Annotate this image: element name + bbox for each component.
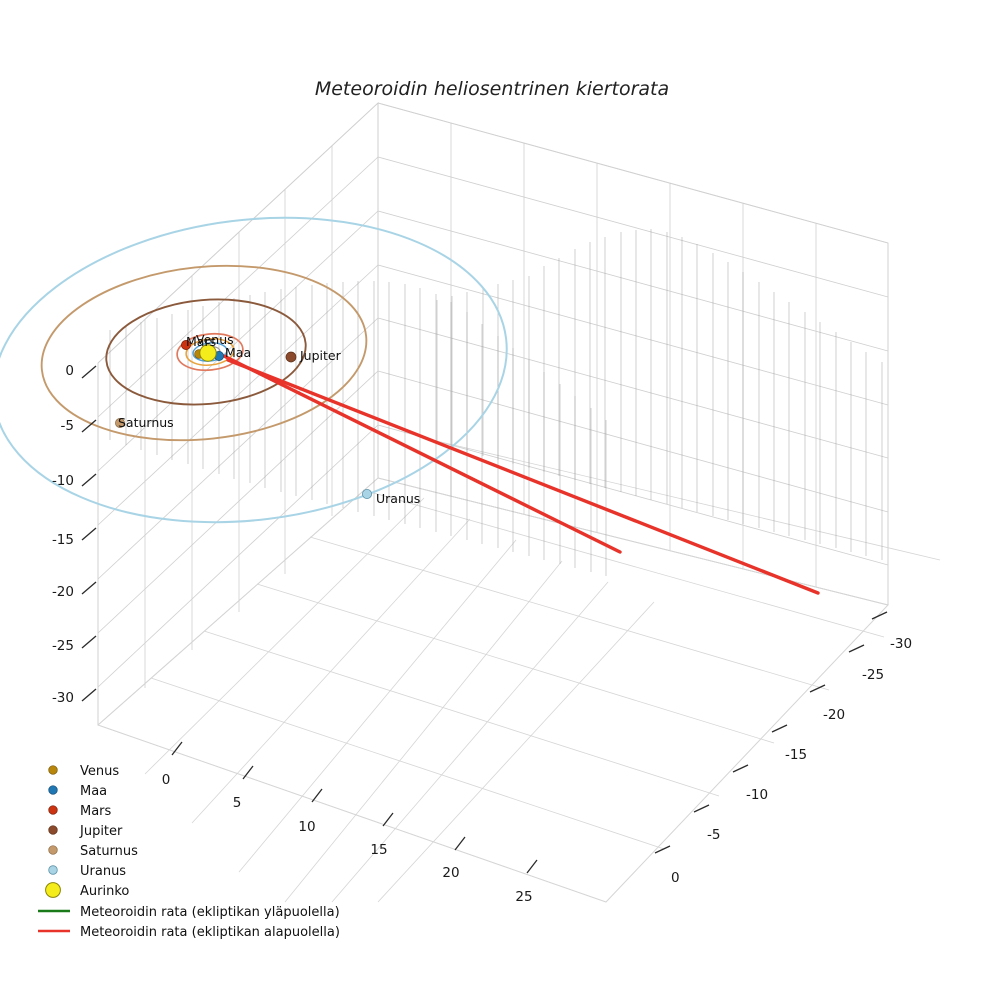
projection-stems: [109, 229, 883, 576]
orbit-ring-uranus: [0, 216, 508, 524]
orbit-ring-mars: [176, 332, 244, 372]
circle-marker-icon: [48, 845, 58, 855]
circle-marker-icon: [48, 865, 58, 875]
page-title: Meteoroidin heliosentrinen kiertorata: [315, 78, 669, 100]
legend[interactable]: Venus Maa Mars Jupiter Saturnus: [38, 764, 340, 940]
tick-label: 0: [671, 870, 680, 886]
planet-markers: [115, 340, 372, 499]
legend-item-jupiter[interactable]: Jupiter: [48, 824, 123, 839]
orbit-ring-maa: [185, 338, 235, 366]
tick-label: -15: [785, 747, 807, 763]
tick-label: 25: [515, 889, 532, 905]
orbit-ring-jupiter: [105, 298, 307, 406]
tick-label: -10: [746, 787, 768, 803]
tick-label: 10: [298, 819, 315, 835]
tick-label: -5: [61, 418, 74, 434]
legend-label: Mars: [80, 804, 112, 819]
tick-label: 20: [442, 865, 459, 881]
axis-left-ticks: [81, 365, 97, 702]
tick-label: 15: [370, 842, 387, 858]
tick-label: 5: [233, 795, 242, 811]
tick-label: -5: [707, 827, 720, 843]
body-label-maa: Maa: [225, 345, 251, 360]
grid-left-wall: [97, 102, 379, 726]
axis-bottomright-ticks: [654, 611, 888, 854]
legend-item-maa[interactable]: Maa: [48, 784, 107, 799]
body-labels: Mars Venus Maa Jupiter Saturnus Uranus: [118, 332, 420, 506]
marker-jupiter: [285, 351, 297, 363]
legend-item-mars[interactable]: Mars: [48, 804, 112, 819]
sun-marker-icon: [45, 882, 61, 898]
legend-item-saturnus[interactable]: Saturnus: [48, 844, 138, 859]
legend-item-uranus[interactable]: Uranus: [48, 864, 127, 879]
tick-label: -10: [52, 473, 74, 489]
orbit-rings: [0, 216, 508, 524]
circle-marker-icon: [48, 765, 58, 775]
meteoroid-leg-1: [222, 354, 622, 554]
tick-label: -30: [890, 636, 912, 652]
marker-mars: [181, 340, 191, 350]
legend-item-aurinko[interactable]: Aurinko: [45, 882, 130, 899]
legend-item-track-below[interactable]: Meteoroidin rata (ekliptikan alapuolella…: [38, 925, 340, 940]
tick-label: 0: [162, 772, 171, 788]
legend-label: Jupiter: [79, 824, 123, 839]
body-label-uranus: Uranus: [376, 491, 420, 506]
tick-label: -25: [52, 638, 74, 654]
axis-bottomright-labels: 0 -5 -10 -15 -20 -25 -30: [671, 636, 912, 886]
legend-label: Maa: [80, 784, 107, 799]
body-label-venus: Venus: [196, 332, 234, 347]
legend-item-venus[interactable]: Venus: [48, 764, 120, 779]
marker-aurinko: [199, 344, 217, 362]
circle-marker-icon: [48, 825, 58, 835]
circle-marker-icon: [48, 805, 58, 815]
tick-label: -20: [52, 584, 74, 600]
axis-bottomleft-labels: 0 5 10 15 20 25: [162, 772, 533, 905]
body-label-mars: Mars: [186, 334, 216, 349]
axis-bottomleft-ticks: [171, 741, 538, 874]
meteoroid-leg-2: [226, 358, 820, 595]
tick-label: -15: [52, 532, 74, 548]
body-label-jupiter: Jupiter: [299, 348, 342, 363]
marker-saturnus: [115, 418, 125, 428]
legend-label: Meteoroidin rata (ekliptikan yläpuolella…: [80, 905, 340, 920]
tick-label: -25: [862, 667, 884, 683]
legend-label: Meteoroidin rata (ekliptikan alapuolella…: [80, 925, 340, 940]
legend-label: Saturnus: [80, 844, 138, 859]
grid-floor: [97, 437, 941, 903]
tick-label: -30: [52, 690, 74, 706]
body-label-saturnus: Saturnus: [118, 415, 174, 430]
legend-label: Aurinko: [80, 884, 129, 899]
tick-label: 0: [65, 363, 74, 379]
orbit-ring-saturnus: [40, 264, 368, 442]
legend-label: Uranus: [80, 864, 126, 879]
circle-marker-icon: [48, 785, 58, 795]
tick-label: -20: [823, 707, 845, 723]
meteoroid-track-below: [222, 354, 820, 595]
axis-left-labels: 0 -5 -10 -15 -20 -25 -30: [52, 363, 74, 706]
legend-item-track-above[interactable]: Meteoroidin rata (ekliptikan yläpuolella…: [38, 905, 340, 920]
marker-uranus: [361, 488, 372, 499]
legend-label: Venus: [80, 764, 119, 779]
